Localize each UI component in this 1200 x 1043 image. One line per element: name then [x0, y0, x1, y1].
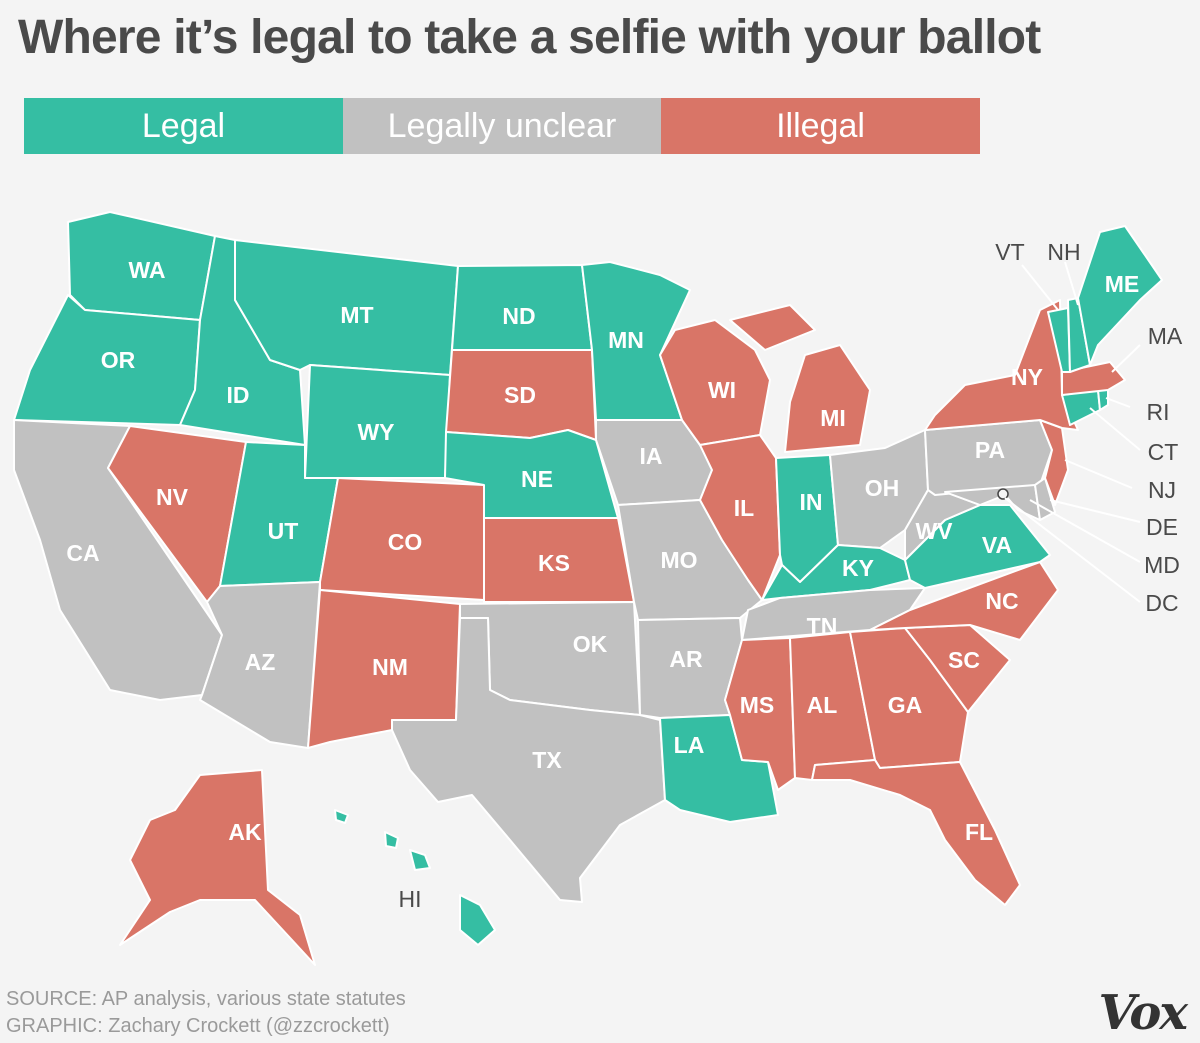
state-TX — [391, 617, 666, 903]
state-label-IN: IN — [800, 489, 823, 515]
state-label-KY: KY — [842, 555, 874, 581]
chart-title: Where it’s legal to take a selfie with y… — [18, 11, 1041, 64]
state-label-WV: WV — [915, 518, 953, 544]
leader-MA — [1111, 344, 1141, 373]
state-label-AZ: AZ — [245, 649, 276, 675]
state-label-VA: VA — [982, 532, 1012, 558]
state-label-VT: VT — [995, 239, 1024, 265]
state-label-FL: FL — [965, 819, 993, 845]
leader-CT — [1089, 407, 1141, 451]
state-label-OK: OK — [573, 631, 608, 657]
legend: Legal Legally unclear Illegal — [24, 98, 980, 154]
state-label-NY: NY — [1011, 364, 1043, 390]
state-label-OH: OH — [865, 475, 900, 501]
source-line: SOURCE: AP analysis, various state statu… — [6, 988, 406, 1010]
leader-MD — [1029, 499, 1141, 563]
state-label-WI: WI — [708, 377, 736, 403]
state-AK — [119, 769, 316, 966]
state-label-GA: GA — [888, 692, 923, 718]
state-label-MN: MN — [608, 327, 644, 353]
state-label-MS: MS — [740, 692, 775, 718]
state-label-DC: DC — [1145, 590, 1178, 616]
state-label-KS: KS — [538, 550, 570, 576]
state-label-NE: NE — [521, 466, 553, 492]
state-label-AK: AK — [228, 819, 262, 845]
state-label-HI: HI — [399, 886, 422, 912]
state-label-AR: AR — [669, 646, 703, 672]
state-label-CO: CO — [388, 529, 423, 555]
legend-item-legal: Legal — [24, 98, 343, 154]
state-label-IA: IA — [640, 443, 663, 469]
vox-logo: Vox — [1098, 985, 1188, 1041]
state-label-MA: MA — [1148, 323, 1183, 349]
state-label-NJ: NJ — [1148, 477, 1176, 503]
leader-NJ — [1064, 459, 1133, 489]
state-label-CT: CT — [1148, 439, 1179, 465]
state-label-ID: ID — [227, 382, 250, 408]
state-label-SC: SC — [948, 647, 980, 673]
state-label-LA: LA — [674, 732, 705, 758]
us-map: WA OR ID MT WY ND SD NE KS CO NV UT CA AZ NM OK TX MN IA MO… — [13, 211, 1183, 966]
state-NC — [869, 561, 1059, 641]
state-label-NC: NC — [985, 588, 1018, 614]
state-FL — [811, 759, 1021, 906]
state-label-UT: UT — [268, 518, 299, 544]
state-label-DE: DE — [1146, 514, 1178, 540]
state-label-OR: OR — [101, 347, 136, 373]
state-label-CA: CA — [66, 540, 99, 566]
graphic-credit: GRAPHIC: Zachary Crockett (@zzcrockett) — [6, 1015, 390, 1037]
dc-marker — [997, 488, 1009, 500]
state-RI — [1097, 389, 1109, 411]
legend-item-unclear: Legally unclear — [343, 98, 661, 154]
state-label-AL: AL — [807, 692, 838, 718]
state-DE — [1034, 477, 1056, 521]
state-label-RI: RI — [1147, 399, 1170, 425]
state-label-MO: MO — [660, 547, 697, 573]
leader-DE — [1049, 499, 1141, 523]
state-WI — [659, 319, 771, 446]
legend-item-illegal: Illegal — [661, 98, 980, 154]
state-MI — [729, 304, 871, 453]
state-IL — [699, 434, 781, 601]
state-label-PA: PA — [975, 437, 1005, 463]
state-label-IL: IL — [734, 495, 754, 521]
state-HI — [334, 809, 496, 946]
state-ME — [1077, 225, 1163, 366]
state-label-WY: WY — [357, 419, 394, 445]
state-label-MD: MD — [1144, 552, 1180, 578]
leader-RI — [1105, 397, 1131, 408]
state-label-ME: ME — [1105, 271, 1140, 297]
state-label-TN: TN — [807, 613, 838, 639]
state-label-TX: TX — [532, 747, 562, 773]
state-label-ND: ND — [502, 303, 535, 329]
state-label-NM: NM — [372, 654, 408, 680]
state-label-MT: MT — [340, 302, 373, 328]
leader-NH — [1064, 261, 1079, 306]
state-label-WA: WA — [128, 257, 165, 283]
leader-DC — [1004, 497, 1141, 603]
state-label-NH: NH — [1047, 239, 1080, 265]
source-note: SOURCE: AP analysis, various state statu… — [6, 986, 406, 1040]
leader-VT — [1021, 264, 1059, 311]
state-label-MI: MI — [820, 405, 846, 431]
state-label-SD: SD — [504, 382, 536, 408]
state-label-NV: NV — [156, 484, 189, 510]
